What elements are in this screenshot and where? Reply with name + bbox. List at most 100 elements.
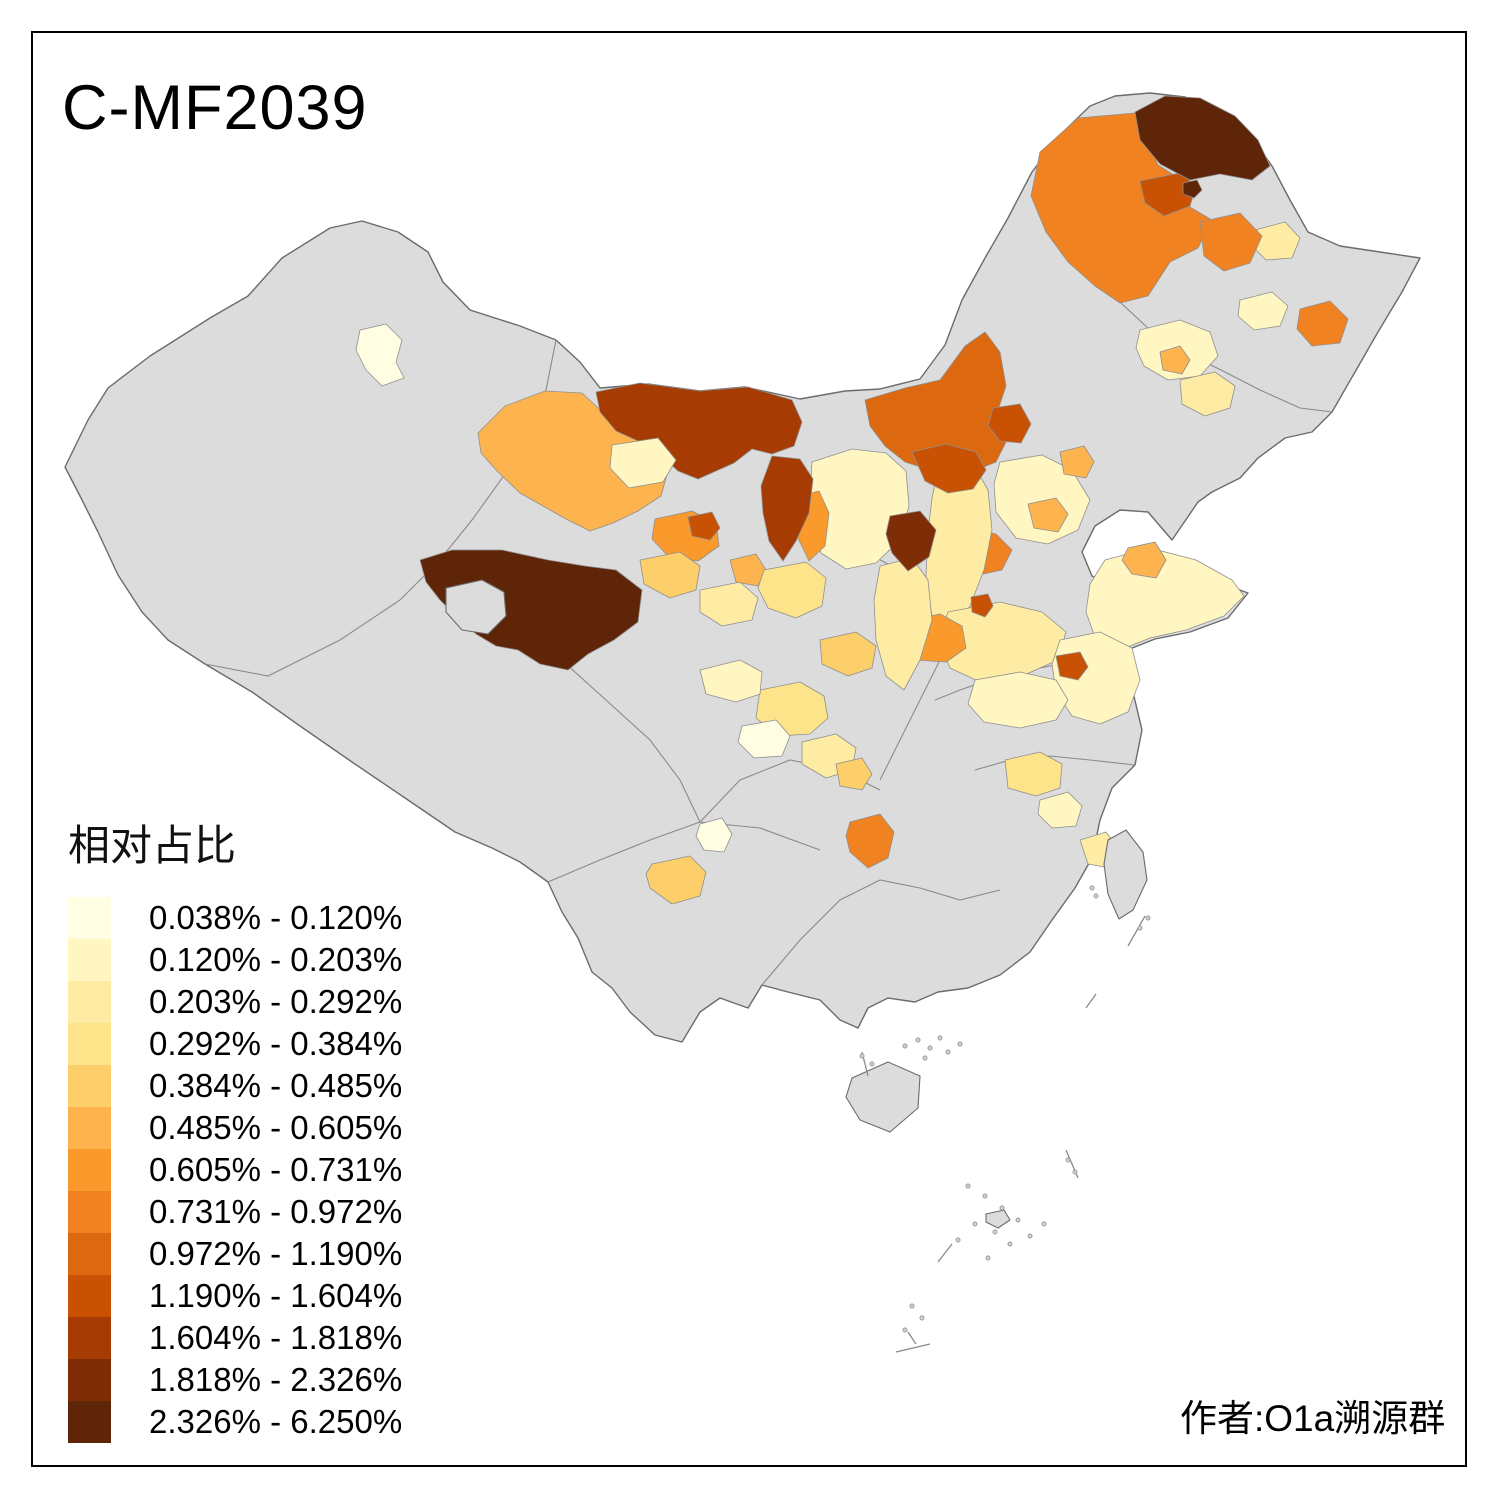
legend-swatch <box>68 1275 111 1317</box>
legend-item: 1.818% - 2.326% <box>68 1359 402 1401</box>
map-region <box>1179 371 1236 417</box>
map-region <box>1182 179 1203 199</box>
legend-item: 0.038% - 0.120% <box>68 897 402 939</box>
legend-class-label: 1.818% - 2.326% <box>149 1361 403 1398</box>
island-shape <box>1103 829 1148 920</box>
map-region <box>819 631 877 677</box>
map-region <box>885 510 937 572</box>
legend-swatch <box>68 1107 111 1149</box>
legend-swatch <box>68 1317 111 1359</box>
sea-arc <box>937 1243 953 1263</box>
map-region <box>1134 95 1271 181</box>
island-dot <box>1065 1157 1071 1163</box>
map-region <box>987 403 1032 444</box>
island-dot <box>902 1043 908 1049</box>
island-dot <box>999 1205 1005 1211</box>
legend-swatch <box>68 1191 111 1233</box>
legend-class-label: 0.384% - 0.485% <box>149 1067 403 1104</box>
map-region <box>737 719 791 759</box>
island-shape <box>445 579 507 635</box>
map-region <box>1085 547 1245 651</box>
legend-item: 0.605% - 0.731% <box>68 1149 402 1191</box>
map-region <box>835 757 873 791</box>
legend-title: 相对占比 <box>68 822 237 869</box>
province-border <box>547 821 821 883</box>
map-region <box>1027 497 1069 533</box>
island-dot <box>1041 1221 1047 1227</box>
island-dot <box>927 1045 933 1051</box>
legend-class-label: 0.731% - 0.972% <box>149 1193 403 1230</box>
legend-class-label: 0.485% - 0.605% <box>149 1109 403 1146</box>
island-dot <box>1093 893 1099 899</box>
legend-swatch <box>68 897 111 939</box>
map-region <box>845 813 895 869</box>
map-region <box>639 551 701 599</box>
island-dot <box>937 1035 943 1041</box>
map-region <box>1296 300 1349 347</box>
map-region <box>760 455 814 562</box>
map-region <box>993 454 1091 545</box>
map-region <box>1199 212 1263 272</box>
island-dot <box>1145 915 1151 921</box>
legend-item: 0.384% - 0.485% <box>68 1065 402 1107</box>
map-region <box>1121 541 1167 579</box>
island-dot <box>1072 1169 1078 1175</box>
island-dot <box>957 1041 963 1047</box>
province-border <box>761 879 1001 986</box>
legend-item: 0.203% - 0.292% <box>68 981 402 1023</box>
map-region <box>1004 751 1063 797</box>
legend-swatch <box>68 939 111 981</box>
island-dot <box>982 1193 988 1199</box>
attribution: 作者:O1a溯源群 <box>1180 1398 1446 1439</box>
map-region <box>645 855 707 905</box>
island-dot <box>922 1055 928 1061</box>
island-dot <box>965 1183 971 1189</box>
legend-class-label: 1.190% - 1.604% <box>149 1277 403 1314</box>
map-region <box>1159 345 1191 375</box>
legend-class-label: 0.292% - 0.384% <box>149 1025 403 1062</box>
legend-class-label: 1.604% - 1.818% <box>149 1319 403 1356</box>
legend-item: 0.120% - 0.203% <box>68 939 402 981</box>
island-dot <box>945 1049 951 1055</box>
legend-item: 0.972% - 1.190% <box>68 1233 402 1275</box>
legend-swatch <box>68 1359 111 1401</box>
sea-arc <box>1085 993 1097 1009</box>
island-dot <box>1027 1233 1033 1239</box>
legend: 相对占比 0.038% - 0.120% 0.120% - 0.203% 0.203… <box>68 812 402 1443</box>
province-border <box>974 755 1136 771</box>
map-region <box>967 671 1069 729</box>
map-region <box>1059 445 1095 479</box>
map-region <box>1037 791 1083 829</box>
sea-arc <box>895 1343 931 1353</box>
plot-frame <box>31 31 1467 1467</box>
legend-item: 1.604% - 1.818% <box>68 1317 402 1359</box>
map-region <box>699 659 763 703</box>
map-region <box>757 561 827 619</box>
map-region <box>1055 651 1089 681</box>
island-dot <box>859 1053 865 1059</box>
island-dot <box>902 1327 908 1333</box>
island-dot <box>909 1303 915 1309</box>
island-shape <box>985 1209 1011 1229</box>
map-region <box>873 557 933 691</box>
map-region <box>477 390 669 532</box>
map-region <box>970 593 994 618</box>
legend-class-label: 0.120% - 0.203% <box>149 941 403 978</box>
legend-class-label: 0.972% - 1.190% <box>149 1235 403 1272</box>
page-title: C-MF2039 <box>62 73 368 143</box>
map-region <box>1237 291 1289 331</box>
legend-swatch <box>68 1233 111 1275</box>
map-region <box>695 817 733 853</box>
sea-arc <box>907 1331 917 1345</box>
legend-swatch <box>68 1401 111 1443</box>
island-shape <box>845 1061 921 1133</box>
legend-item: 1.190% - 1.604% <box>68 1275 402 1317</box>
map-region <box>595 382 803 480</box>
legend-class-label: 0.203% - 0.292% <box>149 983 403 1020</box>
island-dot <box>1007 1241 1013 1247</box>
sea-arc <box>1127 915 1146 947</box>
map-region <box>911 443 987 494</box>
island-dot <box>919 1315 925 1321</box>
legend-item: 2.326% - 6.250% <box>68 1401 402 1443</box>
